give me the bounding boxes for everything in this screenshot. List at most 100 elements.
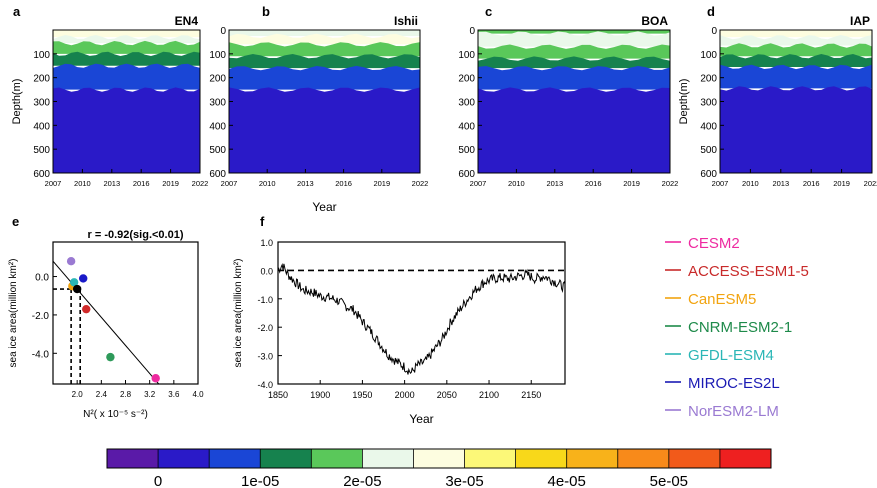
y-tick-label: 500: [700, 145, 717, 156]
colorbar-frame: [106, 448, 772, 469]
x-tick-label: 2007: [45, 179, 62, 188]
y-tick-label: 0: [711, 26, 717, 37]
y-tick-label: -2.0: [257, 323, 273, 333]
x-tick-label: 2000: [395, 390, 415, 400]
x-tick-label: 2022: [662, 179, 679, 188]
colorbar-swatch: [311, 449, 363, 468]
y-tick-label: 600: [700, 169, 717, 180]
x-tick-label: 2100: [479, 390, 499, 400]
y-axis-label: Depth(m): [678, 79, 690, 125]
panel-title: r = -0.92(sig.<0.01): [88, 229, 184, 241]
x-tick-label: 2007: [712, 179, 729, 188]
y-tick-label: 100: [458, 50, 475, 61]
x-tick-label: 2016: [335, 179, 352, 188]
colorbar-swatch: [413, 449, 466, 468]
x-tick-label: 2022: [412, 179, 429, 188]
y-tick-label: 400: [700, 121, 717, 132]
x-tick-label: 1850: [268, 390, 288, 400]
depth-layer: [229, 65, 420, 90]
colorbar-swatch: [209, 449, 261, 468]
depth-layer: [720, 43, 872, 57]
y-tick-label: 1.0: [260, 238, 273, 248]
y-tick-label: -1.0: [257, 295, 273, 305]
colorbar-label: 3e-05: [445, 473, 483, 488]
y-tick-label: 300: [33, 98, 50, 109]
y-tick-label: 500: [33, 145, 50, 156]
panel-e: 2.0 2.4 2.8 3.2 3.6 4.0 0.0 -2.0 -4.0 e r = -0.92(…: [8, 214, 204, 420]
x-tick-label: 2013: [772, 179, 789, 188]
x-tick-label: 2019: [623, 179, 640, 188]
legend-label: NorESM2-LM: [688, 403, 779, 420]
panel-title: IAP: [850, 14, 870, 28]
depth-layer: [229, 54, 420, 69]
y-axis-label: sea ice area(million km²): [8, 259, 19, 368]
x-tick-label: 3.6: [168, 390, 180, 399]
y-tick-label: 400: [33, 121, 50, 132]
y-tick-label: 300: [458, 98, 475, 109]
x-tick-label: 2019: [373, 179, 390, 188]
x-tick-label: 1900: [310, 390, 330, 400]
colorbar-swatch: [566, 449, 619, 468]
y-axis-label: Depth(m): [11, 79, 23, 125]
scatter-point: [82, 304, 91, 314]
panel-title: Ishii: [394, 14, 418, 28]
panel-title: BOA: [641, 14, 668, 28]
panel-f: 1850 1900 1950 2000 2050 2100 2150 1.0 0.0 -1.0 -2…: [233, 214, 566, 426]
legend-label: CESM2: [688, 235, 740, 252]
colorbar-label: 0: [154, 473, 162, 488]
y-tick-label: 0.0: [260, 266, 273, 276]
y-tick-label: 400: [458, 121, 475, 132]
legend-label: CNRM-ESM2-1: [688, 319, 792, 336]
x-axis-label: Year: [312, 200, 336, 214]
depth-layer: [229, 42, 420, 57]
y-tick-label: -3.0: [257, 352, 273, 362]
y-tick-label: 600: [33, 169, 50, 180]
x-tick-label: 2.4: [96, 390, 108, 399]
colorbar-label: 4e-05: [548, 473, 586, 488]
colorbar-label: 2e-05: [343, 473, 381, 488]
depth-layer: [478, 44, 670, 59]
x-tick-label: 2019: [162, 179, 179, 188]
colorbar-swatch: [362, 449, 414, 468]
colorbar-label: 1e-05: [241, 473, 279, 488]
depth-layer: [53, 40, 200, 54]
y-tick-label: 0: [469, 26, 475, 37]
x-tick-label: 2010: [259, 179, 276, 188]
y-tick-label: 500: [458, 145, 475, 156]
colorbar-swatch: [719, 449, 772, 468]
x-tick-label: 3.2: [144, 390, 156, 399]
y-tick-label: 100: [33, 50, 50, 61]
y-tick-label: 600: [209, 169, 226, 180]
scatter-point: [69, 278, 79, 287]
colorbar: 0 1e-05 2e-05 3e-05 4e-05 5e-05: [106, 448, 772, 488]
x-tick-label: 2016: [585, 179, 602, 188]
x-tick-label: 2013: [297, 179, 314, 188]
panel-letter: f: [260, 214, 265, 229]
x-tick-label: 2022: [192, 179, 209, 188]
legend-label: ACCESS-ESM1-5: [688, 263, 809, 280]
sea-ice-series-line: [277, 263, 566, 375]
legend-label: GFDL-ESM4: [688, 347, 774, 364]
panel-letter: d: [707, 4, 715, 19]
panel-letter: e: [12, 214, 19, 229]
panel-frame: [52, 241, 199, 385]
panel-frame: [277, 241, 566, 385]
x-tick-label: 4.0: [192, 390, 204, 399]
depth-layer: [478, 66, 670, 90]
depth-layer: [229, 87, 420, 173]
depth-layer: [478, 56, 670, 69]
y-tick-label: -4.0: [32, 349, 50, 360]
y-tick-label: 600: [458, 169, 475, 180]
scatter-point: [106, 352, 115, 362]
colorbar-swatch: [515, 449, 568, 468]
panel-letter: b: [262, 4, 270, 19]
y-tick-label: 0: [220, 26, 226, 37]
y-tick-label: 200: [700, 74, 717, 85]
colorbar-swatch: [107, 449, 159, 468]
panel-letter: c: [485, 4, 492, 19]
depth-layer: [53, 51, 200, 66]
